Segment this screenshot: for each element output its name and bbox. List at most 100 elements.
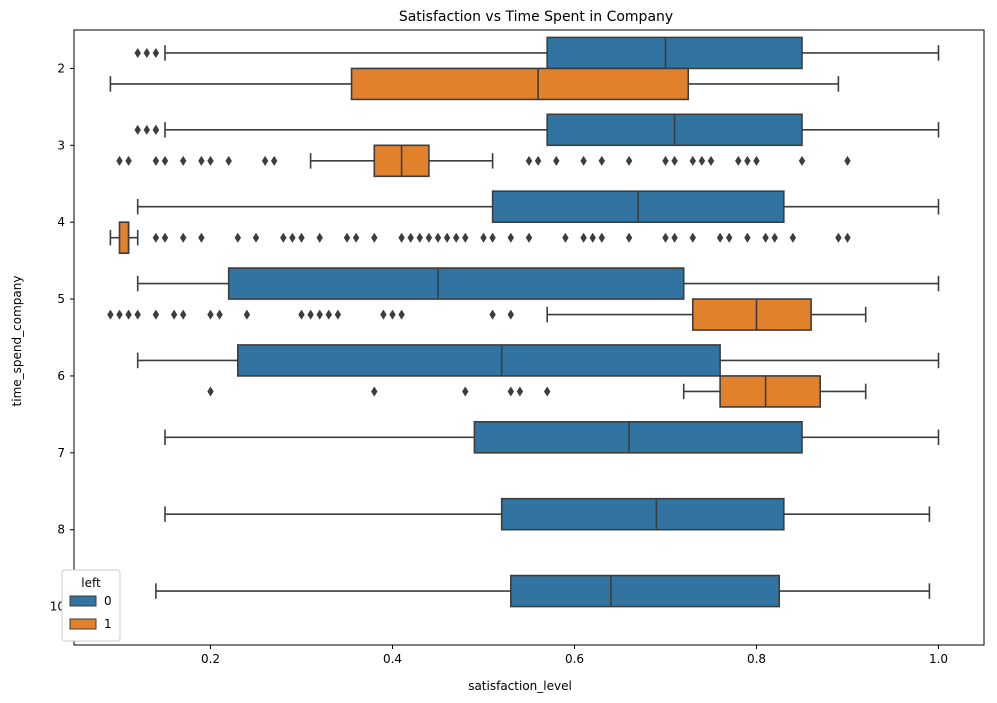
box-cat-5-left-0	[227, 267, 685, 300]
outlier-cat-6-left-1-5	[544, 386, 551, 397]
outlier-cat-4-left-1-1	[161, 232, 169, 243]
outlier-cat-3-left-1-10	[525, 155, 533, 166]
outlier-cat-3-left-0-0	[134, 124, 141, 135]
outlier-cat-4-left-1-23	[507, 232, 514, 243]
outlier-cat-5-left-1-19	[507, 309, 514, 320]
outlier-cat-3-left-1-13	[580, 155, 587, 166]
box-cat-10-left-0	[509, 574, 781, 608]
box-cat-6-left-1	[719, 375, 821, 408]
outlier-cat-5-left-1-16	[389, 309, 396, 320]
x-tick-label-4: 1.0	[929, 652, 948, 666]
y-tick-label-0: 2	[57, 61, 65, 75]
outlier-cat-5-left-1-11	[307, 309, 314, 320]
box-cat-2-left-1	[350, 67, 690, 101]
outlier-cat-3-left-1-15	[625, 155, 633, 166]
outlier-cat-4-left-1-15	[416, 232, 423, 243]
outlier-cat-4-left-1-9	[316, 232, 323, 243]
outlier-cat-2-left-0-0	[134, 47, 141, 58]
outlier-cat-4-left-1-34	[726, 232, 733, 243]
outlier-cat-4-left-1-11	[352, 232, 360, 243]
outlier-cat-3-left-1-8	[261, 155, 269, 166]
legend-swatch-0	[69, 595, 97, 607]
outlier-cat-3-left-1-20	[707, 155, 715, 166]
outlier-cat-4-left-1-10	[343, 232, 351, 243]
outlier-cat-4-left-1-4	[234, 232, 241, 243]
outlier-cat-4-left-1-31	[671, 232, 678, 243]
outlier-cat-3-left-1-21	[735, 155, 742, 166]
outlier-cat-5-left-1-7	[207, 309, 214, 320]
outlier-cat-4-left-1-28	[598, 232, 605, 243]
outlier-cat-2-left-0-2	[152, 47, 160, 58]
outlier-cat-3-left-1-12	[553, 155, 560, 166]
y-tick-label-2: 4	[57, 215, 65, 229]
outlier-cat-3-left-0-1	[143, 124, 150, 135]
outlier-cat-4-left-1-36	[762, 232, 769, 243]
outlier-cat-4-left-1-20	[462, 232, 469, 243]
outlier-cat-4-left-1-30	[662, 232, 669, 243]
outlier-cat-5-left-1-9	[243, 309, 251, 320]
outlier-cat-3-left-1-18	[689, 155, 696, 166]
outlier-cat-3-left-1-6	[207, 155, 214, 166]
outlier-cat-5-left-1-14	[334, 309, 342, 320]
outlier-cat-4-left-1-22	[489, 232, 496, 243]
outlier-cat-3-left-1-24	[798, 155, 806, 166]
outlier-cat-6-left-1-4	[516, 386, 524, 397]
box-cat-7-left-0	[473, 421, 803, 454]
y-tick-label-7: 10	[50, 600, 65, 614]
outlier-cat-3-left-1-1	[125, 155, 132, 166]
y-tick-label-4: 6	[57, 369, 65, 383]
outlier-cat-3-left-1-25	[844, 155, 851, 166]
outlier-cat-4-left-1-0	[152, 232, 160, 243]
x-axis-label: satisfaction_level	[468, 679, 572, 693]
plot-area	[107, 36, 940, 608]
outlier-cat-5-left-1-0	[107, 309, 114, 320]
outlier-cat-4-left-1-6	[280, 232, 287, 243]
outlier-cat-4-left-1-7	[289, 232, 296, 243]
outlier-cat-4-left-1-40	[844, 232, 851, 243]
outlier-cat-3-left-1-11	[534, 155, 542, 166]
outlier-cat-4-left-1-13	[398, 232, 405, 243]
outlier-cat-2-left-0-1	[143, 47, 150, 58]
y-tick-label-1: 3	[57, 138, 65, 152]
outlier-cat-3-left-1-5	[198, 155, 205, 166]
outlier-cat-3-left-0-3	[152, 124, 160, 135]
outlier-cat-4-left-1-35	[744, 232, 751, 243]
outlier-cat-5-left-1-1	[116, 309, 123, 320]
outlier-cat-4-left-1-19	[453, 232, 460, 243]
outlier-cat-4-left-1-26	[580, 232, 587, 243]
x-tick-label-0: 0.2	[201, 652, 220, 666]
outlier-cat-3-left-1-22	[744, 155, 751, 166]
outlier-cat-4-left-1-24	[525, 232, 533, 243]
legend-label-1: 1	[104, 617, 112, 631]
box-cat-2-left-0	[546, 36, 803, 70]
outlier-cat-3-left-1-9	[271, 155, 278, 166]
x-tick-label-2: 0.6	[565, 652, 584, 666]
legend-label-0: 0	[104, 594, 112, 608]
outlier-cat-5-left-1-13	[325, 309, 332, 320]
outlier-cat-3-left-1-16	[662, 155, 669, 166]
y-tick-label-5: 7	[57, 446, 65, 460]
outlier-cat-3-left-1-17	[671, 155, 678, 166]
outlier-cat-3-left-1-14	[598, 155, 605, 166]
outlier-cat-4-left-1-38	[789, 232, 797, 243]
outlier-cat-4-left-1-5	[252, 232, 260, 243]
y-tick-label-3: 5	[57, 292, 65, 306]
x-tick-label-1: 0.4	[383, 652, 402, 666]
outlier-cat-3-left-1-4	[180, 155, 187, 166]
outlier-cat-4-left-1-12	[371, 232, 378, 243]
box-cat-4-left-1	[118, 221, 130, 254]
outlier-cat-3-left-1-23	[753, 155, 760, 166]
outlier-cat-5-left-1-18	[489, 309, 496, 320]
outlier-cat-5-left-1-17	[398, 309, 405, 320]
legend: left 0 1	[61, 569, 121, 642]
outlier-cat-5-left-1-4	[152, 309, 160, 320]
outlier-cat-4-left-1-27	[589, 232, 596, 243]
legend-swatch-1	[69, 618, 97, 630]
outlier-cat-4-left-1-16	[425, 232, 433, 243]
outlier-cat-4-left-1-25	[562, 232, 569, 243]
box-cat-6-left-0	[237, 344, 721, 377]
outlier-cat-5-left-1-3	[134, 309, 141, 320]
outlier-cat-3-left-1-2	[152, 155, 160, 166]
outlier-cat-5-left-1-8	[216, 309, 223, 320]
